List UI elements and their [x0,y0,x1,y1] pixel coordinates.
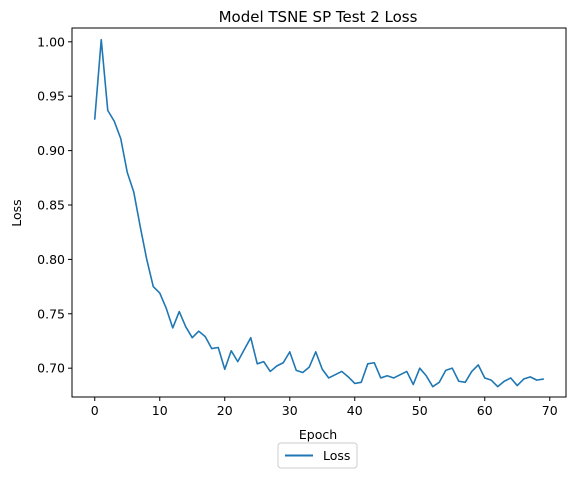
legend-label: Loss [323,448,350,463]
y-tick-label: 0.90 [37,143,65,158]
legend: Loss [277,442,358,469]
x-tick-label: 40 [347,403,363,418]
plot-frame [71,27,567,398]
x-axis-label: Epoch [299,427,337,442]
plot-area: 0 10 20 30 40 50 60 70 0.70 0.75 0.80 0.85 0.90 0.95… [37,27,567,418]
chart-title: Model TSNE SP Test 2 Loss [219,8,418,26]
x-tick-label: 20 [217,403,233,418]
x-axis: 0 10 20 30 40 50 60 70 [91,397,558,418]
y-axis-label: Loss [9,199,24,226]
y-tick-label: 0.85 [37,197,65,212]
x-tick-label: 0 [91,403,99,418]
y-tick-label: 0.70 [37,361,65,376]
legend-box [277,442,358,469]
y-axis: 0.70 0.75 0.80 0.85 0.90 0.95 1.00 [37,34,72,376]
x-tick-label: 10 [152,403,168,418]
x-tick-label: 60 [477,403,493,418]
x-tick-label: 50 [412,403,428,418]
x-tick-label: 30 [282,403,298,418]
series-group [93,38,545,388]
y-tick-label: 0.95 [37,89,65,104]
y-tick-label: 0.80 [37,252,65,267]
y-tick-label: 0.75 [37,306,65,321]
x-tick-label: 70 [542,403,558,418]
y-tick-label: 1.00 [37,34,65,49]
series-line-loss [93,38,545,388]
